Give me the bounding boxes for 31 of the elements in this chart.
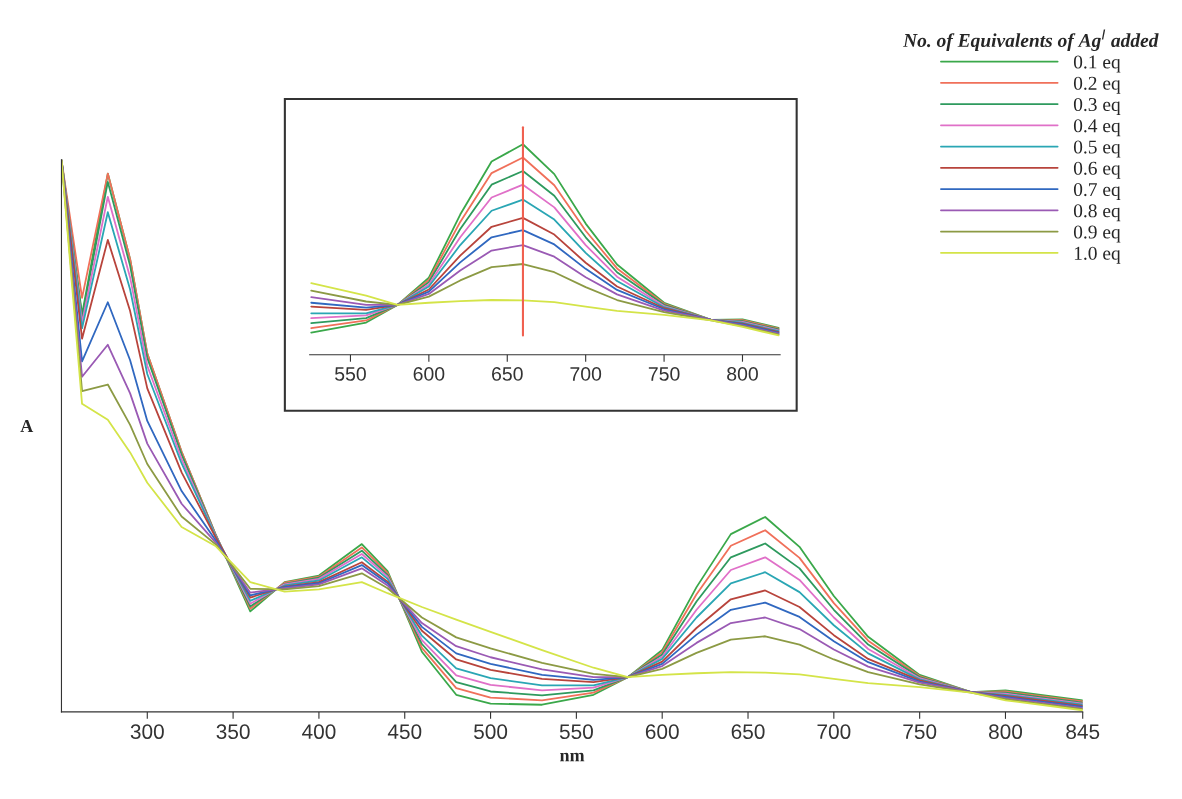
x-tick-label: 650 [731,724,765,740]
x-tick-label: 550 [335,367,366,381]
text: 1.0 eq [1074,246,1121,264]
y-axis-title: A [20,420,34,433]
x-tick-label: 845 [1066,724,1100,740]
x-axis-title: nm [560,752,585,762]
x-tick-label: 750 [903,724,937,740]
text: 0.8 eq [1073,204,1121,222]
x-tick-label: 800 [989,724,1023,740]
x-tick-label: 700 [817,724,851,740]
text: 0.7 eq [1073,182,1121,201]
text: 0.3 eq [1073,97,1121,116]
x-tick-label: 300 [130,724,164,740]
x-tick-label: 750 [648,367,680,381]
text: 0.2 eq [1073,76,1121,94]
x-tick-label: 400 [302,724,336,740]
text: 0.6 eq [1073,161,1121,179]
x-tick-label: 350 [216,724,250,740]
text: 0.4 eq [1073,119,1121,137]
text: 0.9 eq [1073,225,1121,243]
text: 0.5 eq [1073,140,1121,158]
x-tick-label: 600 [413,367,445,381]
x-tick-label: 500 [474,724,508,740]
text: 0.1 eq [1073,55,1121,73]
x-tick-label: 800 [727,367,758,381]
x-tick-label: 700 [570,367,602,381]
x-tick-label: 550 [559,724,593,740]
legend-title: No. of Equivalents of Ag$^{I}$ added [902,29,1159,51]
x-tick-label: 600 [645,724,679,740]
x-tick-label: 650 [492,367,523,381]
x-tick-label: 450 [387,724,422,740]
